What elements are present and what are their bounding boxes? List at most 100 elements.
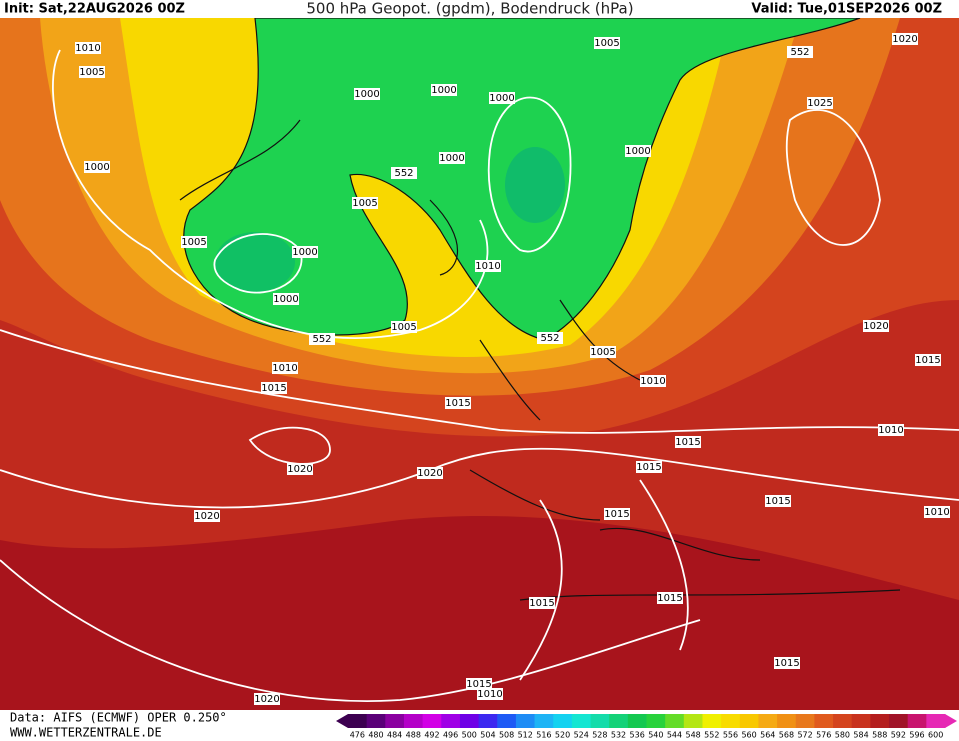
contour-label: 1005 [352, 198, 377, 209]
label-box [431, 84, 457, 96]
map-title: 500 hPa Geopot. (gpdm), Bodendruck (hPa) [306, 0, 633, 18]
scale-cell [926, 714, 946, 728]
scale-label: 524 [574, 731, 589, 740]
field-low [215, 232, 295, 292]
label-box [657, 592, 683, 604]
isobar [0, 329, 959, 434]
contour-label: 552 [312, 334, 331, 345]
contour-label: 552 [790, 47, 809, 58]
contour-label: 552 [540, 333, 559, 344]
label-box [273, 293, 299, 305]
color-scale: 476 480 484 488 492 496 500 504 508 512 516 520 524 5… [336, 714, 957, 740]
label-box [391, 167, 417, 179]
label-box [787, 46, 813, 58]
scale-cell [385, 714, 405, 728]
field-low [505, 147, 565, 223]
label-box [352, 197, 378, 209]
scale-label: 480 [368, 731, 383, 740]
scale-cell [907, 714, 927, 728]
scale-cell [814, 714, 834, 728]
label-box [254, 693, 280, 705]
label-box [75, 42, 101, 54]
contour-label: 1015 [915, 355, 940, 366]
label-box [807, 97, 833, 109]
scale-cell [721, 714, 741, 728]
contour-label: 1020 [254, 694, 279, 705]
scale-label: 476 [350, 731, 365, 740]
label-box [765, 495, 791, 507]
label-box [354, 88, 380, 100]
isobar [248, 426, 331, 465]
isobar [487, 96, 572, 253]
contour-label: 1020 [287, 464, 312, 475]
contour-label: 1015 [261, 383, 286, 394]
scale-label: 584 [853, 731, 868, 740]
scale-cell [777, 714, 797, 728]
scale-cell [403, 714, 424, 728]
scale-label: 544 [667, 731, 682, 740]
scale-label: 592 [891, 731, 906, 740]
scale-label: 552 [704, 731, 719, 740]
contour-label: 1000 [84, 162, 109, 173]
scale-cell [889, 714, 909, 728]
contour-label: 552 [394, 168, 413, 179]
scale-label: 568 [779, 731, 794, 740]
label-box [529, 597, 555, 609]
contour-label: 1015 [675, 437, 700, 448]
contour-label: 1005 [590, 347, 615, 358]
scale-cell [497, 714, 517, 728]
contour-label: 1015 [466, 679, 491, 690]
contour-label: 1010 [924, 507, 949, 518]
scale-cell [795, 714, 815, 728]
scale-cell [609, 714, 629, 728]
contour-label: 1015 [529, 598, 554, 609]
scale-cell [833, 714, 853, 728]
label-box [292, 246, 318, 258]
scale-label: 520 [555, 731, 570, 740]
label-box [84, 161, 110, 173]
scale-label: 596 [909, 731, 924, 740]
isobar [519, 479, 689, 681]
coastline [179, 119, 901, 601]
label-box [774, 657, 800, 669]
contour-label: 1020 [417, 468, 442, 479]
scale-label: 516 [536, 731, 551, 740]
scale-label: 512 [518, 731, 533, 740]
contour-label: 1010 [272, 363, 297, 374]
label-box [675, 436, 701, 448]
contour-label: 1000 [489, 93, 514, 104]
label-box [924, 506, 950, 518]
contour-label: 1000 [292, 247, 317, 258]
isobar [213, 233, 303, 294]
label-box [181, 236, 207, 248]
label-box [417, 467, 443, 479]
label-box [878, 424, 904, 436]
contour-label: 1015 [657, 593, 682, 604]
contour-label: 1020 [863, 321, 888, 332]
contour-label: 1005 [181, 237, 206, 248]
valid-time: Valid: Tue,01SEP2026 00Z [751, 2, 942, 17]
scale-cell [422, 714, 442, 728]
label-box [309, 333, 335, 345]
scale-label: 560 [741, 731, 756, 740]
isobar [0, 559, 701, 702]
contour-label: 1000 [439, 153, 464, 164]
scale-cell [851, 714, 871, 728]
scale-label: 488 [406, 731, 421, 740]
label-box [915, 354, 941, 366]
isobar [785, 109, 881, 246]
scale-label: 500 [462, 731, 477, 740]
scale-cell [870, 714, 890, 728]
scale-label: 532 [611, 731, 626, 740]
scale-label: 548 [686, 731, 701, 740]
scale-label: 572 [797, 731, 812, 740]
init-time: Init: Sat,22AUG2026 00Z [4, 2, 185, 17]
label-box [287, 463, 313, 475]
contour-label: 1025 [807, 98, 832, 109]
label-box [604, 508, 630, 520]
scale-cell [366, 714, 386, 728]
contour-label: 1000 [273, 294, 298, 305]
label-box [892, 33, 918, 45]
label-box [79, 66, 105, 78]
label-box [640, 375, 666, 387]
